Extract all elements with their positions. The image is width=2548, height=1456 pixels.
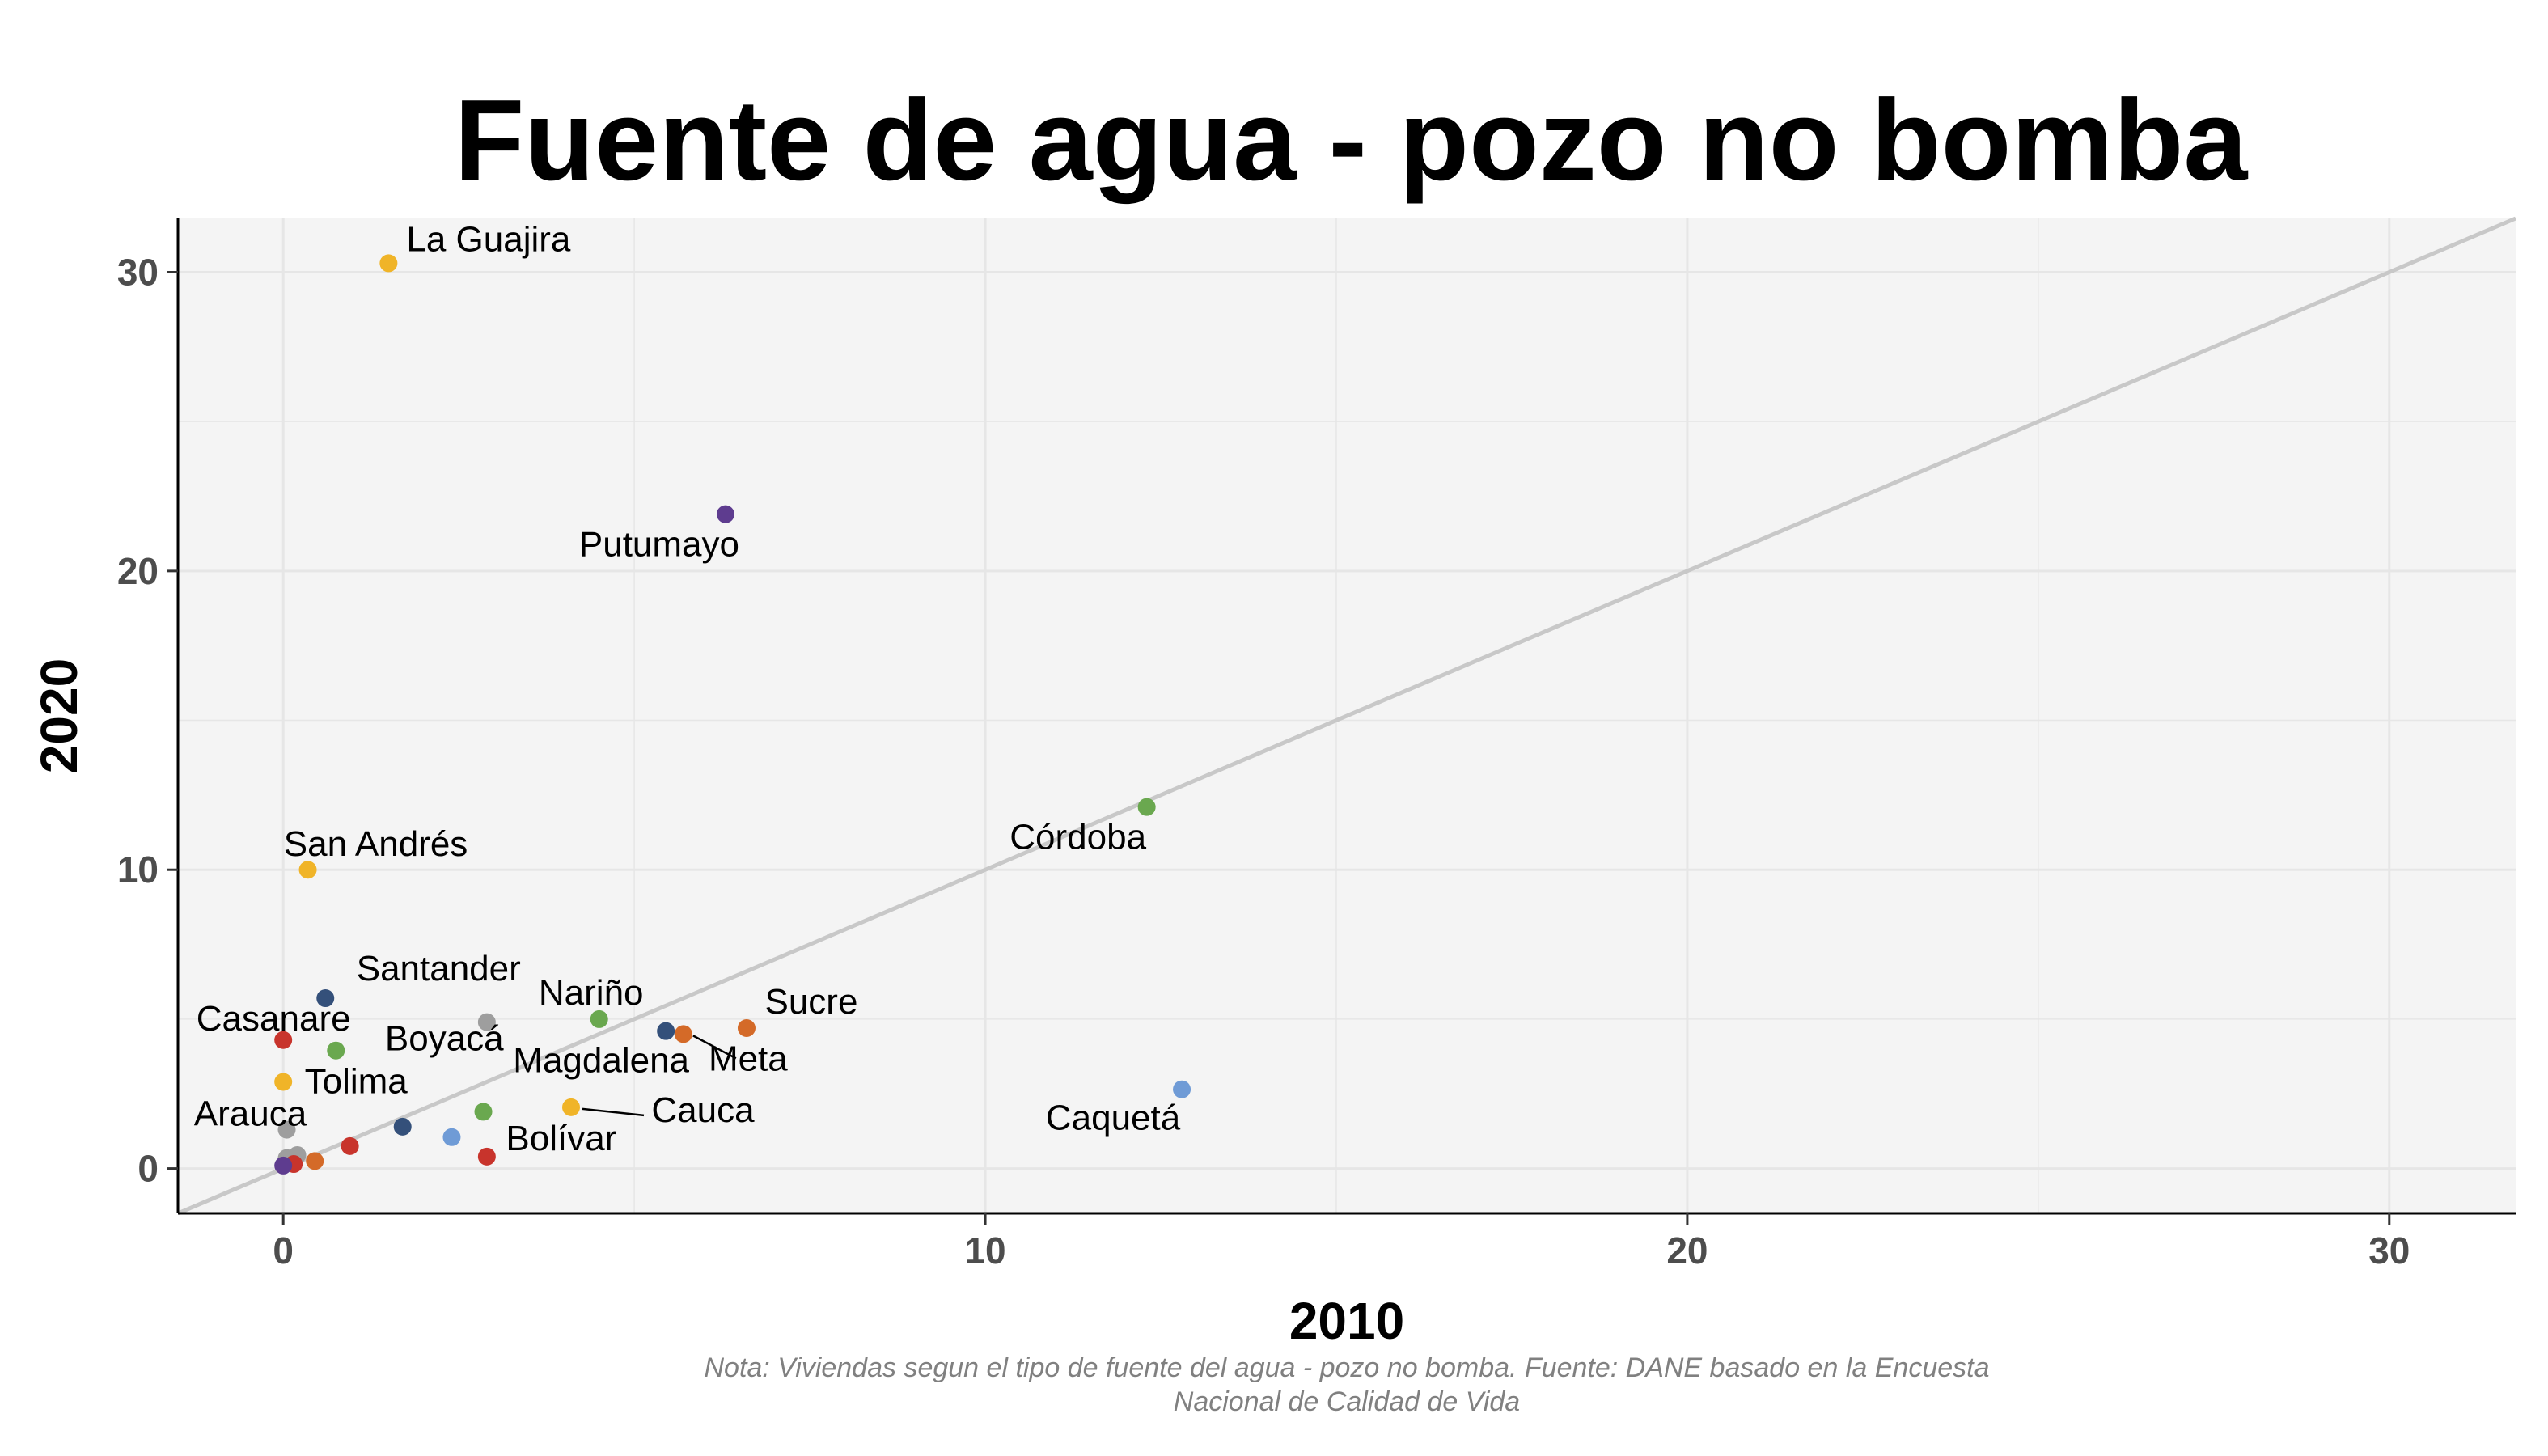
x-tick-label: 20 [1666,1230,1708,1272]
data-point [393,1117,412,1136]
y-tick-label: 10 [117,849,159,891]
point-label: Magdalena [513,1041,689,1081]
point-label: Boyacá [385,1019,504,1059]
data-point [442,1128,461,1146]
data-points [274,254,1191,1175]
data-point [1137,798,1156,816]
data-point [737,1018,756,1037]
point-label: Putumayo [579,525,739,565]
point-label: Casanare [197,999,351,1039]
point-label: Caquetá [1046,1098,1181,1138]
data-point [716,505,734,523]
data-point [590,1009,608,1028]
data-point [327,1041,345,1060]
data-point [657,1022,675,1040]
point-label: Meta [709,1039,788,1078]
point-label: San Andrés [284,824,468,864]
point-label: Tolima [305,1061,408,1101]
data-point [1173,1080,1191,1098]
data-point [277,1120,296,1139]
point-label: Arauca [194,1094,307,1134]
data-point [562,1098,581,1116]
point-label: Sucre [764,982,857,1022]
y-tick-label: 20 [117,550,159,592]
data-point [274,1031,293,1049]
x-axis-ticks: 0 10 20 30 [273,1213,2410,1272]
data-point [274,1156,293,1175]
x-tick-label: 10 [964,1230,1005,1272]
x-axis-title: 2010 [1289,1292,1404,1350]
point-label: Cauca [651,1090,755,1130]
label-connector [692,1035,737,1060]
y-axis-ticks: 0 10 20 30 [117,251,178,1190]
x-tick-label: 0 [273,1230,294,1272]
data-point [477,1013,496,1031]
caption-line-2: Nacional de Calidad de Vida [1174,1386,1520,1417]
data-point [674,1025,692,1043]
label-connector [582,1107,645,1117]
point-label: Bolívar [506,1119,616,1158]
y-tick-label: 30 [117,251,159,293]
data-point [477,1147,496,1166]
point-label: Córdoba [1009,818,1146,857]
x-tick-label: 30 [2368,1230,2410,1272]
point-label: Santander [357,949,521,988]
chart-title: Fuente de agua - pozo no bomba [455,76,2249,205]
reference-line-y-equals-x [177,216,2516,1216]
data-point [298,861,317,879]
point-label: La Guajira [406,219,571,259]
data-point [306,1152,324,1170]
point-labels: La Guajira Putumayo Córdoba San Andrés Santa… [194,219,1181,1158]
data-point [274,1073,293,1091]
data-point [341,1136,359,1155]
y-tick-label: 0 [138,1148,159,1190]
data-point [316,989,335,1008]
label-connectors [582,1035,737,1117]
data-point [474,1103,493,1121]
caption-line-1: Nota: Viviendas segun el tipo de fuente … [704,1352,1989,1383]
grid-lines [178,218,2516,1213]
data-point [379,254,398,273]
point-label: Nariño [539,973,644,1013]
y-axis-title: 2020 [30,658,88,773]
